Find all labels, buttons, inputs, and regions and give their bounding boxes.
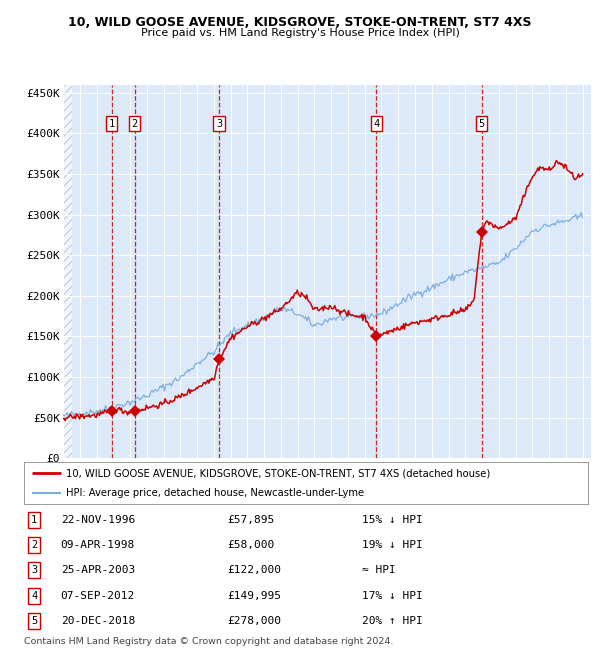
Text: 1: 1 bbox=[31, 515, 37, 525]
Text: 17% ↓ HPI: 17% ↓ HPI bbox=[362, 591, 423, 601]
Text: 09-APR-1998: 09-APR-1998 bbox=[61, 540, 135, 550]
Text: 10, WILD GOOSE AVENUE, KIDSGROVE, STOKE-ON-TRENT, ST7 4XS (detached house): 10, WILD GOOSE AVENUE, KIDSGROVE, STOKE-… bbox=[66, 469, 491, 478]
Text: 15% ↓ HPI: 15% ↓ HPI bbox=[362, 515, 423, 525]
Text: HPI: Average price, detached house, Newcastle-under-Lyme: HPI: Average price, detached house, Newc… bbox=[66, 488, 364, 498]
Text: £278,000: £278,000 bbox=[227, 616, 281, 626]
Text: 22-NOV-1996: 22-NOV-1996 bbox=[61, 515, 135, 525]
Text: 3: 3 bbox=[31, 566, 37, 575]
Text: Price paid vs. HM Land Registry's House Price Index (HPI): Price paid vs. HM Land Registry's House … bbox=[140, 28, 460, 38]
Text: 20-DEC-2018: 20-DEC-2018 bbox=[61, 616, 135, 626]
Text: 5: 5 bbox=[478, 119, 485, 129]
Text: 19% ↓ HPI: 19% ↓ HPI bbox=[362, 540, 423, 550]
Text: £122,000: £122,000 bbox=[227, 566, 281, 575]
Text: 07-SEP-2012: 07-SEP-2012 bbox=[61, 591, 135, 601]
Text: 2: 2 bbox=[131, 119, 138, 129]
Text: £58,000: £58,000 bbox=[227, 540, 274, 550]
Text: £149,995: £149,995 bbox=[227, 591, 281, 601]
Text: £57,895: £57,895 bbox=[227, 515, 274, 525]
Text: 2: 2 bbox=[31, 540, 37, 550]
Text: 5: 5 bbox=[31, 616, 37, 626]
Text: 10, WILD GOOSE AVENUE, KIDSGROVE, STOKE-ON-TRENT, ST7 4XS: 10, WILD GOOSE AVENUE, KIDSGROVE, STOKE-… bbox=[68, 16, 532, 29]
Text: 4: 4 bbox=[373, 119, 379, 129]
Text: 4: 4 bbox=[31, 591, 37, 601]
Text: ≈ HPI: ≈ HPI bbox=[362, 566, 396, 575]
Text: 1: 1 bbox=[109, 119, 115, 129]
Text: 25-APR-2003: 25-APR-2003 bbox=[61, 566, 135, 575]
Text: Contains HM Land Registry data © Crown copyright and database right 2024.: Contains HM Land Registry data © Crown c… bbox=[24, 637, 394, 646]
Text: 3: 3 bbox=[216, 119, 223, 129]
Text: 20% ↑ HPI: 20% ↑ HPI bbox=[362, 616, 423, 626]
